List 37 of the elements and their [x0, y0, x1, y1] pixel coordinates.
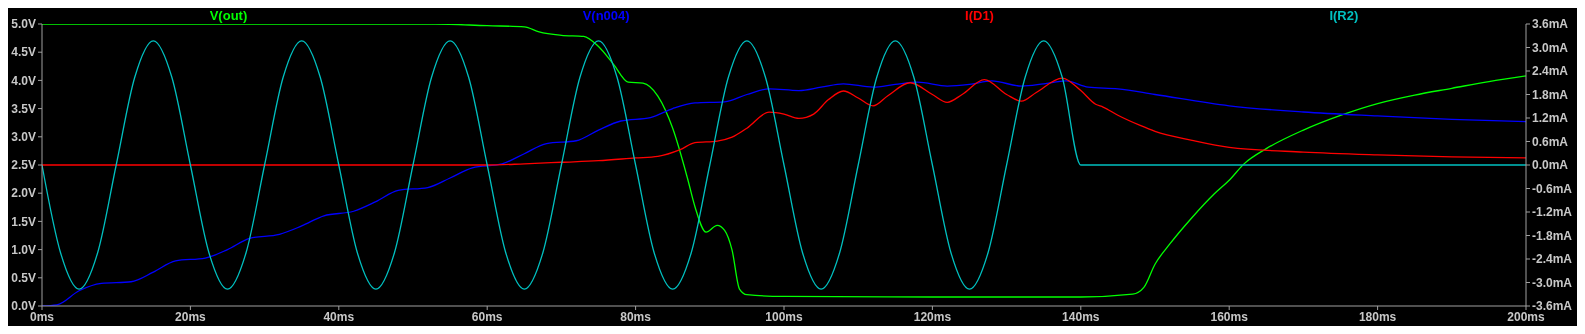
y-tick-label: 3.5V: [11, 101, 36, 116]
x-tick-label: 160ms: [1210, 309, 1249, 324]
y2-tick-label: 0.6mA: [1532, 134, 1569, 149]
y-tick-label: 2.5V: [11, 158, 36, 173]
y2-tick-label: 2.4mA: [1532, 64, 1569, 79]
x-tick-label: 180ms: [1358, 309, 1397, 324]
y2-tick-label: 3.6mA: [1532, 17, 1569, 32]
y2-tick-label: 3.0mA: [1532, 40, 1569, 55]
y-tick-label: 1.0V: [11, 242, 36, 257]
y2-tick-label: -2.4mA: [1532, 252, 1573, 267]
text: I(R2): [1329, 8, 1359, 24]
text: I(D1): [965, 8, 994, 24]
x-tick-label: 40ms: [323, 309, 355, 324]
y2-tick-label: 0.0mA: [1532, 158, 1569, 173]
y-tick-label: 5.0V: [11, 17, 36, 32]
y2-tick-label: 1.2mA: [1532, 111, 1569, 126]
x-tick-label: 0ms: [29, 309, 55, 324]
y-tick-label: 4.0V: [11, 73, 36, 88]
y2-tick-label: -1.2mA: [1532, 205, 1573, 220]
line-series: [42, 77, 1526, 166]
y-tick-label: 2.0V: [11, 186, 36, 201]
x-tick-label: 100ms: [765, 309, 803, 324]
x-tick-label: 20ms: [175, 309, 207, 324]
y2-tick-label: -3.0mA: [1532, 275, 1573, 290]
y2-tick-label: 1.8mA: [1532, 87, 1569, 102]
y-tick-label: 4.5V: [11, 45, 36, 60]
y2-tick-label: -1.8mA: [1532, 228, 1573, 243]
series-label: V(out): [209, 8, 248, 24]
y-tick-label: 1.5V: [11, 214, 36, 229]
x-tick-label: 60ms: [471, 309, 503, 324]
y-tick-label: 0.5V: [11, 271, 36, 286]
x-tick-label: 120ms: [913, 309, 952, 324]
text: V(n004): [582, 8, 630, 24]
x-tick-label: 140ms: [1062, 309, 1100, 324]
y2-tick-label: -0.6mA: [1532, 181, 1573, 196]
y-tick-label: 3.0V: [11, 130, 36, 145]
x-tick-label: 80ms: [620, 309, 652, 324]
